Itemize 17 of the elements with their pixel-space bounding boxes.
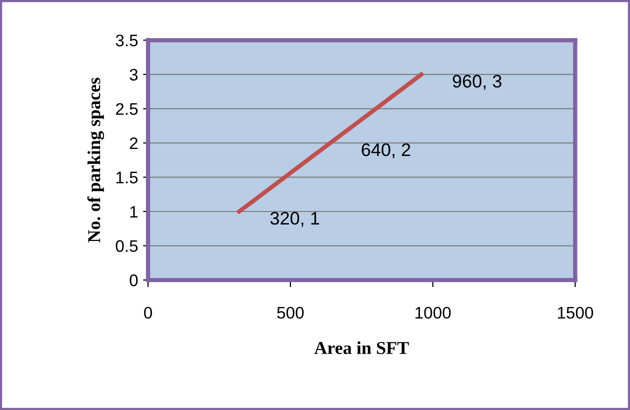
y-tick-label: 3	[130, 68, 138, 81]
y-tick-label: 2	[130, 137, 138, 150]
y-tick-label: 2.5	[116, 103, 138, 115]
y-tick-label: 1.5	[116, 172, 138, 184]
x-tick-label: 500	[277, 306, 304, 319]
y-tick-label: 3.5	[116, 34, 138, 46]
annotation: 640, 2	[362, 143, 410, 158]
x-axis-title: Area in SFT	[314, 341, 409, 354]
y-tick-label: 0.5	[116, 240, 138, 252]
annotation: 320, 1	[270, 212, 320, 227]
x-tick-label: 1500	[558, 306, 594, 319]
y-tick-label: 0	[130, 274, 138, 286]
y-tick-label: 1	[130, 206, 138, 218]
annotation: 960, 3	[452, 74, 502, 90]
x-tick-label: 1000	[416, 306, 451, 319]
y-axis-title: No. of parking spaces	[87, 78, 104, 243]
x-tick-label: 0	[144, 306, 152, 319]
